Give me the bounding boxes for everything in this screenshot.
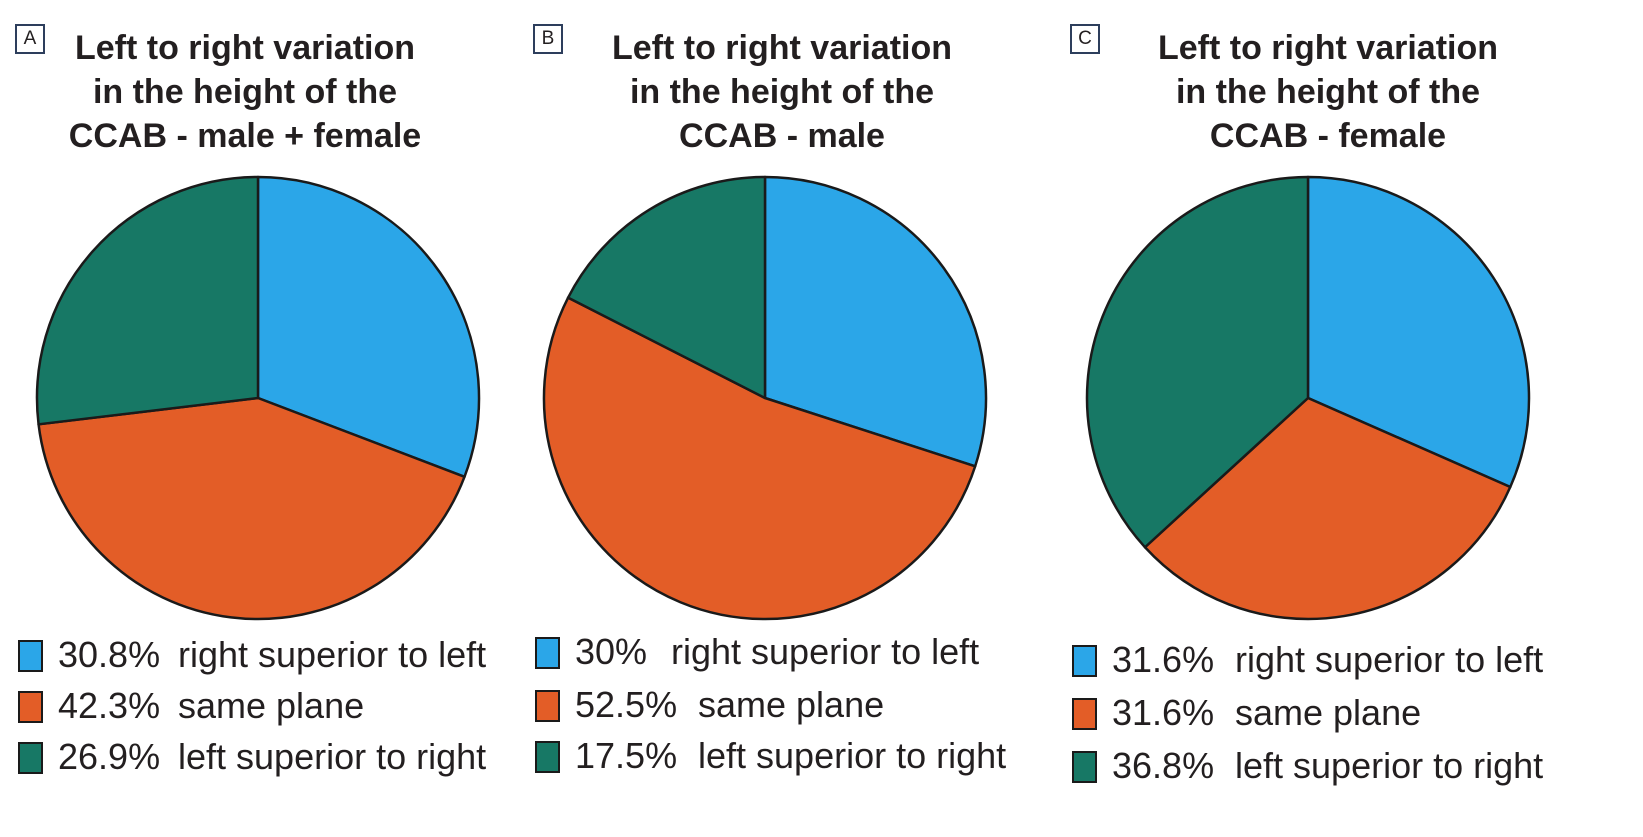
- chart-title-a: Left to right variation in the height of…: [68, 29, 422, 155]
- pie-slice-left-superior-b: [566, 175, 767, 400]
- pie-chart-a: [35, 175, 481, 621]
- chart-panel-c: C Left to right variation in the height …: [1060, 0, 1643, 837]
- legend-value-same-plane-c: 31.6%: [1112, 692, 1215, 733]
- pie-slice-same-plane-c: [1143, 396, 1512, 621]
- pie-slice-left-superior-c: [1085, 175, 1310, 549]
- legend-value-left-superior-c: 36.8%: [1112, 745, 1215, 786]
- pie-slice-right-superior-a: [256, 175, 481, 479]
- chart-title-b: Left to right variation in the height of…: [612, 29, 952, 155]
- pie-slice-same-plane-b: [542, 296, 977, 621]
- legend-swatch-right-superior-c: [1072, 645, 1097, 677]
- panel-letter-b: B: [533, 24, 563, 54]
- legend-swatch-left-superior-b: [535, 741, 560, 773]
- chart-panel-b: B Left to right variation in the height …: [520, 0, 1060, 837]
- pie-slice-right-superior-c: [1306, 175, 1531, 489]
- legend-label-same-plane-c: same plane: [1235, 692, 1422, 733]
- legend-swatch-left-superior-a: [18, 742, 43, 774]
- legend-label-right-superior-a: right superior to left: [178, 634, 487, 675]
- legend-swatch-right-superior-b: [535, 637, 560, 669]
- panel-letter-c: C: [1070, 24, 1100, 54]
- pie-chart-c: [1085, 175, 1531, 621]
- legend-label-left-superior-a: left superior to right: [178, 736, 487, 777]
- legend-label-right-superior-b: right superior to left: [671, 631, 980, 672]
- legend-swatch-same-plane-c: [1072, 698, 1097, 730]
- legend-label-left-superior-b: left superior to right: [698, 735, 1007, 776]
- legend-value-left-superior-a: 26.9%: [58, 736, 161, 777]
- pie-slice-left-superior-a: [35, 175, 260, 426]
- panel-letter-a: A: [15, 24, 45, 54]
- pie-slice-right-superior-b: [763, 175, 988, 468]
- legend-swatch-same-plane-b: [535, 690, 560, 722]
- legend-value-left-superior-b: 17.5%: [575, 735, 678, 776]
- legend-label-left-superior-c: left superior to right: [1235, 745, 1544, 786]
- legend-swatch-same-plane-a: [18, 691, 43, 723]
- legend-swatch-left-superior-c: [1072, 751, 1097, 783]
- pie-slice-same-plane-a: [37, 396, 466, 621]
- legend-label-same-plane-b: same plane: [698, 684, 885, 725]
- legend-value-same-plane-b: 52.5%: [575, 684, 678, 725]
- legend-value-right-superior-c: 31.6%: [1112, 639, 1215, 680]
- pie-chart-b: [542, 175, 988, 621]
- legend-value-right-superior-b: 30%: [575, 631, 648, 672]
- legend-value-same-plane-a: 42.3%: [58, 685, 161, 726]
- chart-title-c: Left to right variation in the height of…: [1158, 29, 1498, 155]
- chart-panel-a: A Left to right variation in the height …: [0, 0, 520, 837]
- legend-label-right-superior-c: right superior to left: [1235, 639, 1544, 680]
- legend-label-same-plane-a: same plane: [178, 685, 365, 726]
- legend-swatch-right-superior-a: [18, 640, 43, 672]
- legend-value-right-superior-a: 30.8%: [58, 634, 161, 675]
